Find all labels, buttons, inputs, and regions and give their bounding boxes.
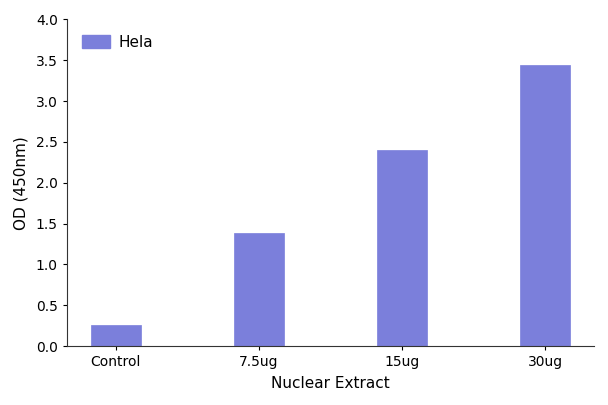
Bar bbox=[91, 325, 141, 346]
Bar bbox=[520, 65, 570, 346]
Y-axis label: OD (450nm): OD (450nm) bbox=[14, 136, 29, 230]
X-axis label: Nuclear Extract: Nuclear Extract bbox=[271, 376, 390, 391]
Bar bbox=[234, 233, 284, 346]
Bar bbox=[377, 150, 427, 346]
Legend: Hela: Hela bbox=[75, 27, 161, 58]
